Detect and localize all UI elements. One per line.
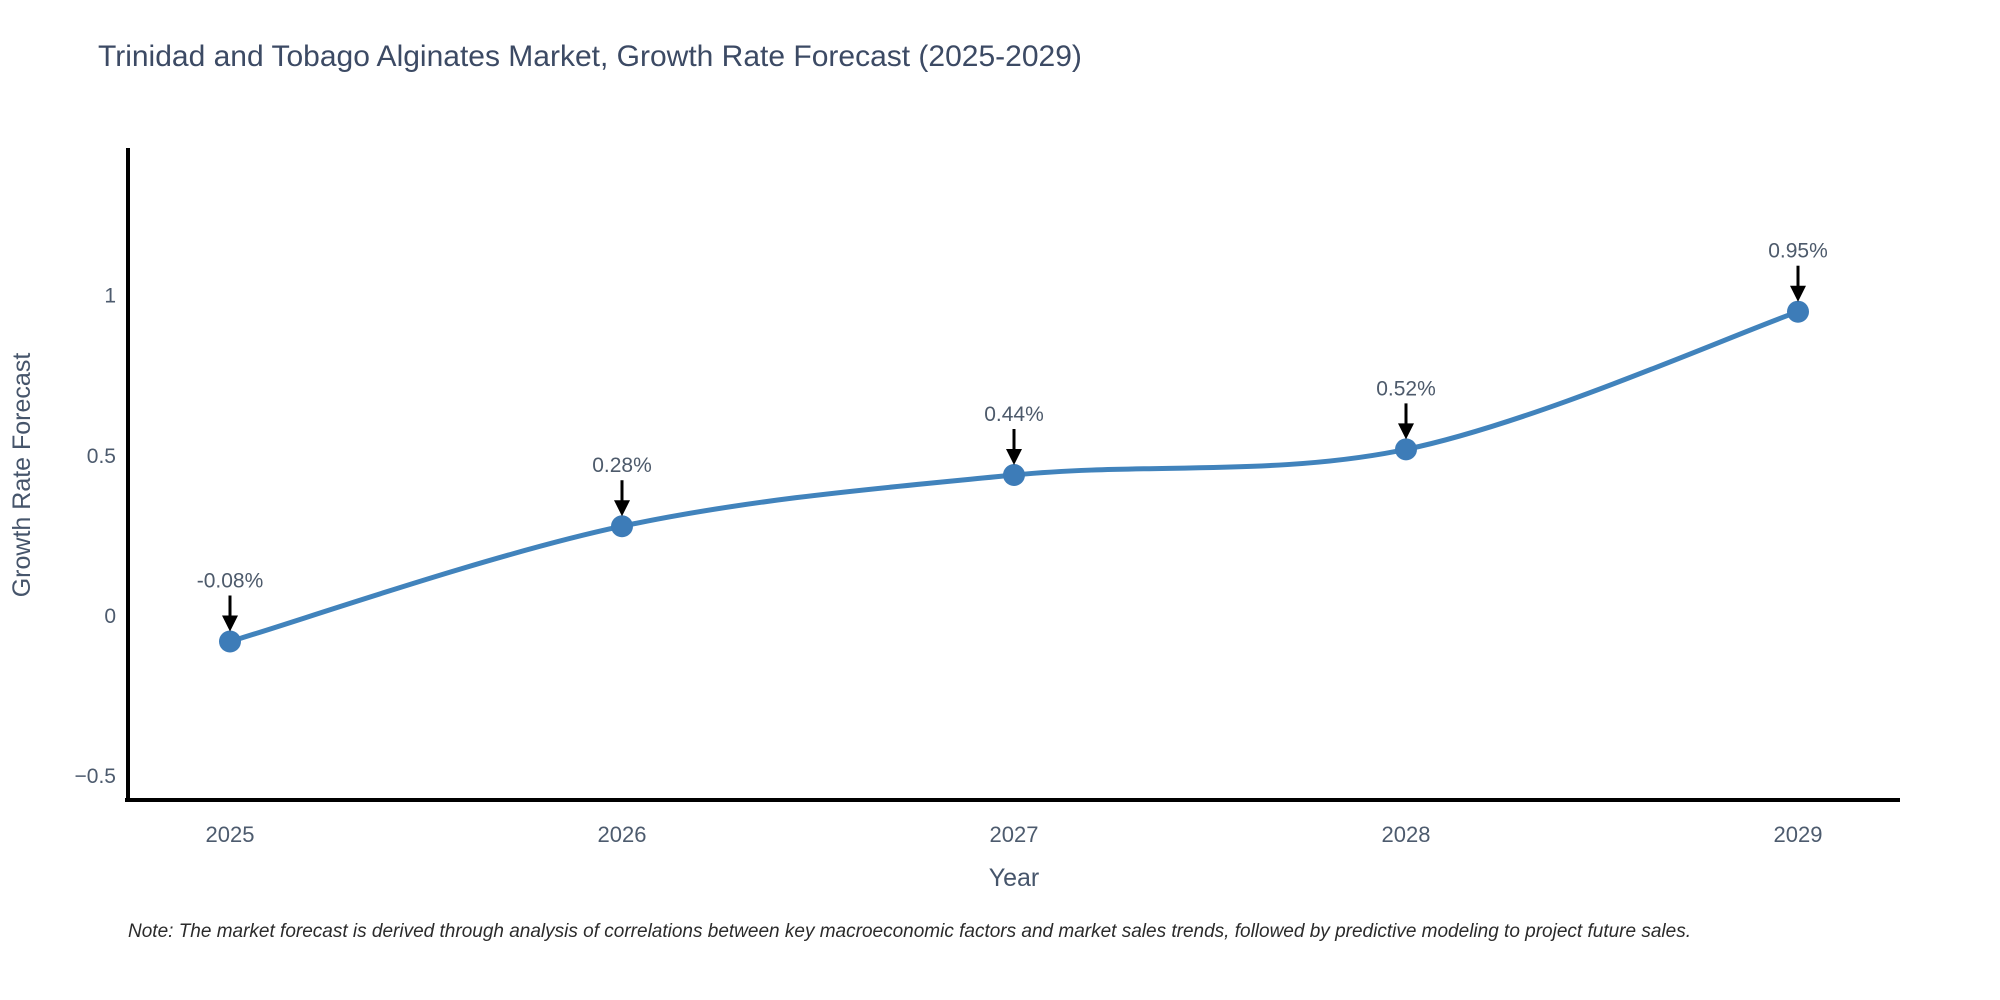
y-tick-label: 0.5	[87, 445, 116, 468]
x-tick-label: 2026	[598, 822, 647, 847]
x-tick-label: 2027	[990, 822, 1039, 847]
x-tick-label: 2028	[1382, 822, 1431, 847]
point-value-label: 0.44%	[984, 403, 1044, 426]
y-tick-label: 0	[104, 605, 116, 628]
point-value-label: -0.08%	[197, 570, 264, 593]
data-point-marker	[1395, 438, 1417, 461]
annotation-arrowhead	[1790, 285, 1806, 302]
x-axis-title: Year	[989, 864, 1040, 892]
annotation-arrowhead	[1398, 423, 1414, 440]
y-tick-label: 1	[104, 285, 116, 308]
y-tick-label: −0.5	[75, 765, 116, 788]
data-point-marker	[611, 515, 633, 538]
annotation-arrowhead	[1006, 449, 1022, 465]
x-tick-label: 2025	[206, 822, 255, 847]
chart-title: Trinidad and Tobago Alginates Market, Gr…	[98, 40, 1082, 73]
point-value-label: 0.28%	[592, 454, 652, 477]
annotation-arrowhead	[222, 615, 238, 632]
data-point-marker	[1003, 464, 1025, 486]
point-value-label: 0.95%	[1768, 240, 1828, 263]
plot-area: −0.5 0 0.5 1 2025 2026 2027 2028 2029 -0.08% 0.28%…	[75, 148, 1900, 847]
point-value-label: 0.52%	[1376, 377, 1436, 400]
data-point-marker	[219, 630, 241, 653]
data-point-marker	[1787, 300, 1809, 323]
annotation-arrowhead	[614, 500, 630, 517]
footnote: Note: The market forecast is derived thr…	[128, 921, 1691, 942]
y-axis-title: Growth Rate Forecast	[8, 353, 36, 598]
x-tick-label: 2029	[1774, 822, 1823, 847]
